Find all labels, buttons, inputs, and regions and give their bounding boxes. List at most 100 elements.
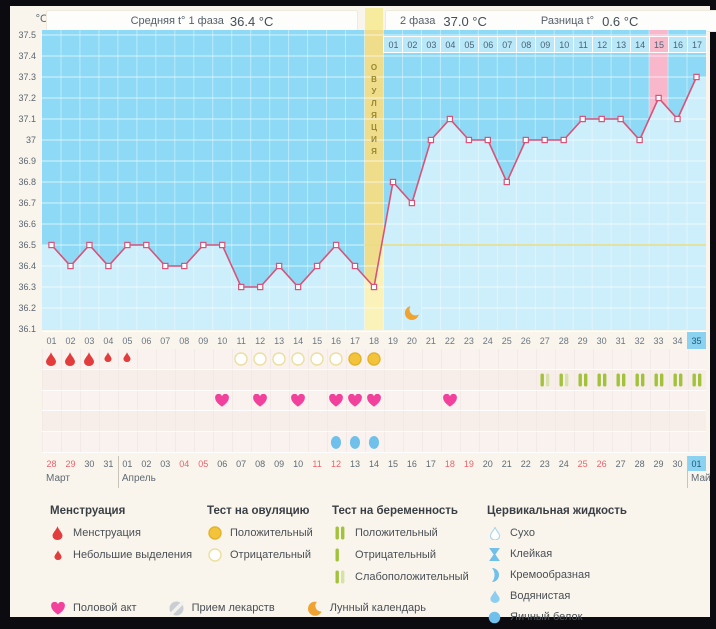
calendar-date-cell[interactable]: 24 <box>558 458 569 469</box>
calendar-date-cell[interactable]: 26 <box>596 458 607 469</box>
calendar-date-cell[interactable]: 17 <box>425 458 436 469</box>
cycle-day-cell[interactable]: 32 <box>634 335 645 346</box>
calendar-date-cell[interactable]: 18 <box>444 458 455 469</box>
cycle-day-cell[interactable]: 20 <box>406 335 417 346</box>
calendar-date-cell[interactable]: 03 <box>160 458 171 469</box>
phase2-day-cell[interactable]: 10 <box>554 36 575 53</box>
calendar-date-cell[interactable]: 06 <box>217 458 228 469</box>
phase2-day-cell[interactable]: 01 <box>383 36 404 53</box>
phase2-day-cell[interactable]: 07 <box>497 36 518 53</box>
cycle-day-cell[interactable]: 07 <box>160 335 171 346</box>
phase2-day-cell[interactable]: 17 <box>687 36 707 53</box>
legend-item-label: Лунный календарь <box>329 602 426 614</box>
legend-menstruation: Менструация Менструация Небольшие выделе… <box>50 505 192 570</box>
calendar-date-cell[interactable]: 07 <box>236 458 247 469</box>
calendar-date-cell[interactable]: 02 <box>141 458 152 469</box>
phase2-day-cell[interactable]: 04 <box>440 36 461 53</box>
calendar-date-cell[interactable]: 23 <box>539 458 550 469</box>
calendar-date-cell[interactable]: 30 <box>84 458 95 469</box>
cycle-day-cell[interactable]: 30 <box>596 335 607 346</box>
phase2-day-cell[interactable]: 14 <box>630 36 651 53</box>
calendar-date-cell[interactable]: 19 <box>463 458 474 469</box>
legend-ovulation-title: Тест на овуляцию <box>207 505 310 517</box>
ovulation-test-icon <box>329 352 343 367</box>
cycle-day-cell[interactable]: 15 <box>312 335 323 346</box>
calendar-date-cell[interactable]: 16 <box>406 458 417 469</box>
calendar-date-cell[interactable]: 28 <box>46 458 57 469</box>
cycle-day-cell[interactable]: 31 <box>615 335 626 346</box>
cycle-day-cell[interactable]: 13 <box>274 335 285 346</box>
cycle-day-cell[interactable]: 03 <box>84 335 95 346</box>
phase2-day-cell[interactable]: 16 <box>668 36 689 53</box>
cycle-day-cell[interactable]: 08 <box>179 335 190 346</box>
cycle-day-cell[interactable]: 06 <box>141 335 152 346</box>
phase2-day-cell[interactable]: 08 <box>516 36 537 53</box>
cycle-day-cell[interactable]: 26 <box>520 335 531 346</box>
phase2-day-cell[interactable]: 12 <box>592 36 613 53</box>
cycle-day-cell[interactable]: 28 <box>558 335 569 346</box>
calendar-date-cell[interactable]: 29 <box>65 458 76 469</box>
cycle-day-cell[interactable]: 27 <box>539 335 550 346</box>
cycle-day-cell[interactable]: 16 <box>331 335 342 346</box>
cycle-day-cell[interactable]: 17 <box>350 335 361 346</box>
phase2-day-cell[interactable]: 15 <box>649 36 670 53</box>
cycle-day-cell[interactable]: 19 <box>387 335 398 346</box>
calendar-date-cell[interactable]: 01 <box>687 456 706 471</box>
calendar-date-cell[interactable]: 31 <box>103 458 114 469</box>
phase2-day-cell[interactable]: 06 <box>478 36 499 53</box>
cycle-day-cell[interactable]: 21 <box>425 335 436 346</box>
legend: Менструация Менструация Небольшие выделе… <box>10 497 710 623</box>
cycle-day-cell[interactable]: 14 <box>293 335 304 346</box>
temperature-chart[interactable] <box>42 30 706 330</box>
calendar-date-cell[interactable]: 05 <box>198 458 209 469</box>
phase2-day-cell[interactable]: 09 <box>535 36 556 53</box>
cycle-day-cell[interactable]: 10 <box>217 335 228 346</box>
cycle-day-cell[interactable]: 22 <box>444 335 455 346</box>
calendar-date-cell[interactable]: 08 <box>255 458 266 469</box>
calendar-date-cell[interactable]: 20 <box>482 458 493 469</box>
cycle-day-cell[interactable]: 25 <box>501 335 512 346</box>
phase2-day-cell[interactable]: 02 <box>402 36 423 53</box>
cycle-day-cell[interactable]: 29 <box>577 335 588 346</box>
calendar-date-cell[interactable]: 04 <box>179 458 190 469</box>
phase2-day-cell[interactable]: 13 <box>611 36 632 53</box>
calendar-date-cell[interactable]: 21 <box>501 458 512 469</box>
calendar-date-cell[interactable]: 22 <box>520 458 531 469</box>
calendar-date-cell[interactable]: 27 <box>615 458 626 469</box>
cycle-day-cell[interactable]: 12 <box>255 335 266 346</box>
cycle-day-cell[interactable]: 11 <box>236 335 246 346</box>
calendar-date-cell[interactable]: 15 <box>387 458 398 469</box>
phase2-day-cell[interactable]: 05 <box>459 36 480 53</box>
cycle-day-cell[interactable]: 24 <box>482 335 493 346</box>
phase2-day-cell[interactable]: 11 <box>573 36 594 53</box>
cycle-day-cell[interactable]: 34 <box>672 335 683 346</box>
cycle-day-cell[interactable]: 04 <box>103 335 114 346</box>
cycle-day-cell[interactable]: 02 <box>65 335 76 346</box>
calendar-date-cell[interactable]: 25 <box>577 458 588 469</box>
calendar-date-cell[interactable]: 11 <box>312 458 322 469</box>
calendar-date-cell[interactable]: 30 <box>672 458 683 469</box>
cycle-day-cell[interactable]: 01 <box>46 335 57 346</box>
calendar-date-cell[interactable]: 14 <box>368 458 379 469</box>
calendar-date-cell[interactable]: 12 <box>331 458 342 469</box>
cycle-day-cell[interactable]: 05 <box>122 335 133 346</box>
calendar-date-cell[interactable]: 29 <box>653 458 664 469</box>
calendar-date-cell[interactable]: 28 <box>634 458 645 469</box>
phase2-day-cell[interactable]: 03 <box>421 36 442 53</box>
legend-item: Отрицательный <box>207 548 313 562</box>
cycle-day-cell[interactable]: 33 <box>653 335 664 346</box>
calendar-date-cell[interactable]: 13 <box>350 458 361 469</box>
cycle-day-cell[interactable]: 23 <box>463 335 474 346</box>
legend-menstruation-title: Менструация <box>50 505 126 517</box>
ovulation-negative-icon <box>207 548 222 563</box>
cycle-day-cell[interactable]: 09 <box>198 335 209 346</box>
calendar-date-cell[interactable]: 01 <box>122 458 133 469</box>
cycle-day-cell[interactable]: 35 <box>687 332 706 349</box>
calendar-date-cell[interactable]: 09 <box>274 458 285 469</box>
cycle-day-cell[interactable]: 18 <box>368 335 379 346</box>
calendar-date-cell[interactable]: 10 <box>293 458 304 469</box>
menstruation-drop-icon <box>123 352 131 363</box>
cervical-fluid-icon <box>330 435 342 450</box>
pregnancy-test-icon <box>691 373 703 387</box>
